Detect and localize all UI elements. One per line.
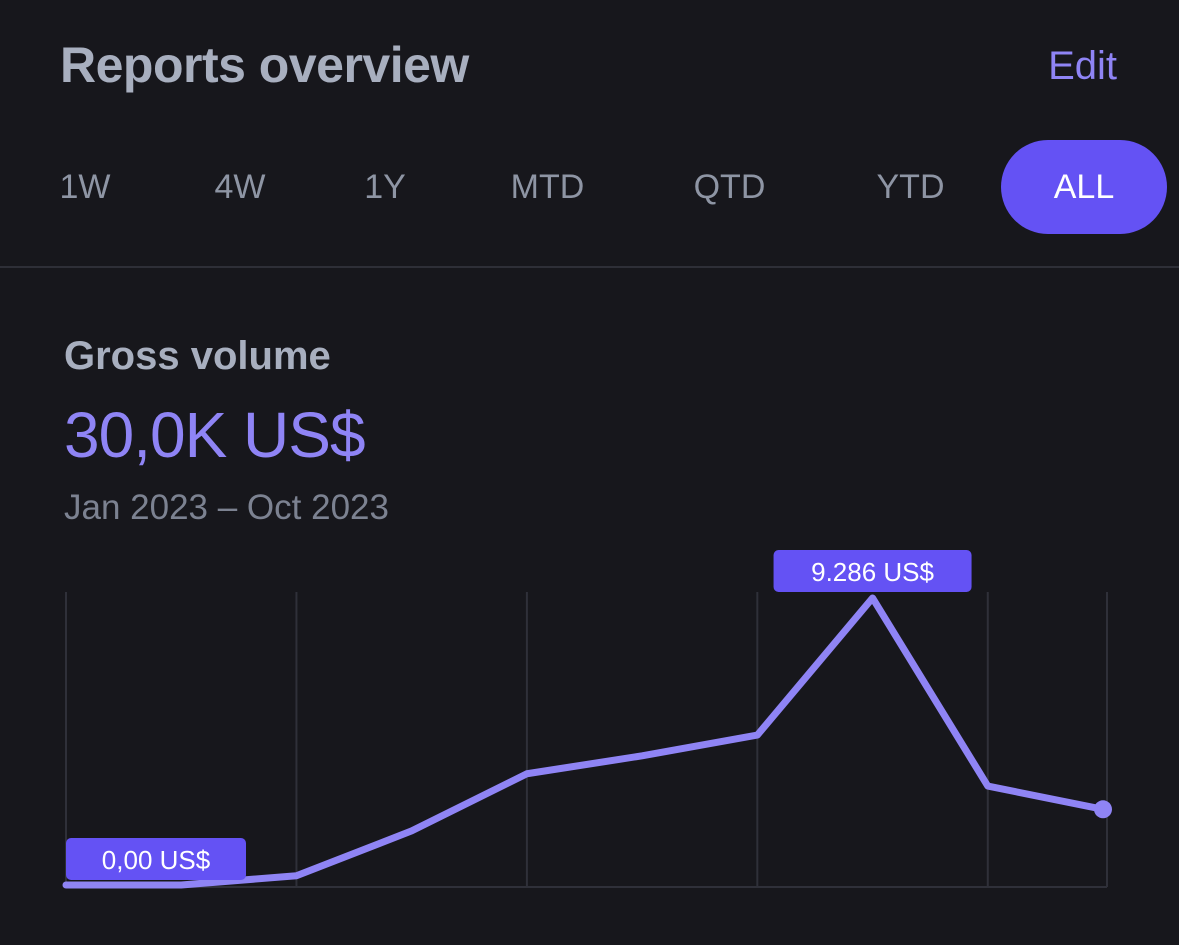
range-tab-ytd[interactable]: YTD	[876, 168, 945, 206]
max-label-box	[773, 550, 972, 592]
edit-button[interactable]: Edit	[1048, 44, 1117, 88]
range-tab-4w[interactable]: 4W	[214, 168, 266, 206]
divider	[0, 266, 1179, 268]
metric-value: 30,0K US$	[64, 399, 366, 471]
range-tab-1w[interactable]: 1W	[59, 168, 111, 206]
range-tab-qtd[interactable]: QTD	[693, 168, 766, 206]
max-value-label: 9.286 US$	[811, 557, 934, 587]
end-point-marker	[1094, 800, 1112, 819]
min-label-box	[66, 838, 246, 880]
gross-volume-chart[interactable]: 9.286 US$ 0,00 US$	[0, 540, 1179, 930]
range-tabs: 1W 4W 1Y MTD QTD YTD ALL	[0, 140, 1179, 234]
min-value-label: 0,00 US$	[102, 845, 211, 875]
chart-series	[62, 594, 1112, 889]
range-tab-mtd[interactable]: MTD	[510, 168, 585, 206]
metric-date-range: Jan 2023 – Oct 2023	[64, 488, 389, 527]
page-title: Reports overview	[60, 37, 469, 93]
range-tab-1y[interactable]: 1Y	[364, 168, 406, 206]
series-line	[62, 594, 1107, 889]
chart-labels: 9.286 US$ 0,00 US$	[66, 550, 972, 880]
range-tab-all[interactable]: ALL	[1001, 140, 1167, 234]
metric-label: Gross volume	[64, 334, 331, 378]
header: Reports overview Edit	[0, 0, 1179, 130]
chart-gridlines	[65, 592, 1108, 887]
